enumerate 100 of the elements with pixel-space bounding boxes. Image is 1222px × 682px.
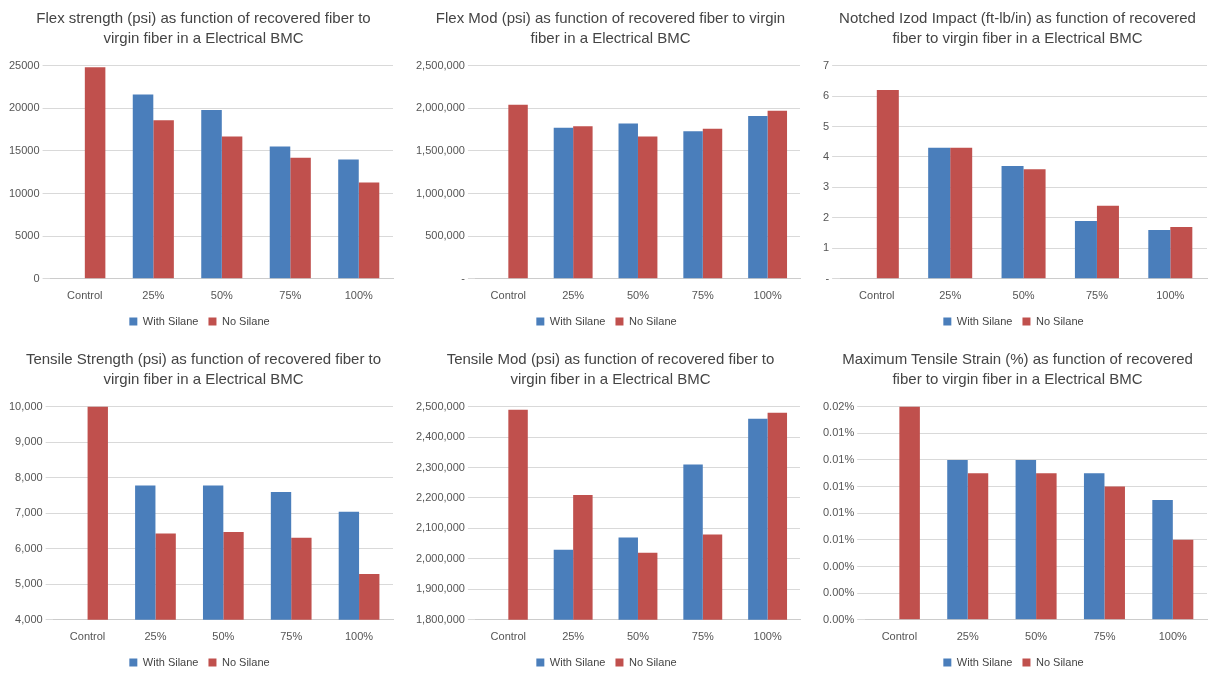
bar xyxy=(748,115,768,279)
bar xyxy=(899,406,920,620)
bar xyxy=(1148,230,1171,279)
chart-title: Flex Mod (psi) as function of recovered fiber to virgin fiber in a Electrical BMC xyxy=(434,8,787,48)
x-tick-label: 25% xyxy=(144,630,167,643)
y-tick-label: 0.01% xyxy=(822,479,855,492)
x-tick-label: 50% xyxy=(210,289,234,302)
legend-label: No Silane xyxy=(628,655,677,668)
bar xyxy=(1074,220,1097,279)
x-tick-label: 75% xyxy=(691,630,714,643)
legend-label: With Silane xyxy=(549,314,606,327)
chart-title: Flex strength (psi) as function of recovered fiber to virgin fiber in a Electrical BMC xyxy=(35,8,372,48)
bar xyxy=(950,147,973,279)
x-tick-label: 100% xyxy=(1158,630,1188,643)
y-tick-label: 2,000,000 xyxy=(416,551,465,564)
y-tick-label: 10000 xyxy=(8,186,40,199)
bar xyxy=(573,126,593,279)
y-tick-label: 20000 xyxy=(8,101,40,114)
bar xyxy=(338,159,359,279)
y-tick-label: 6,000 xyxy=(15,541,43,554)
bar xyxy=(947,459,968,620)
bar xyxy=(132,94,154,279)
y-tick-label: 4 xyxy=(822,150,830,162)
legend-label: With Silane xyxy=(142,655,199,668)
y-tick-label: 2 xyxy=(822,210,830,223)
y-tick-label: 0.01% xyxy=(822,426,855,439)
x-tick-label: 25% xyxy=(956,630,979,643)
y-tick-label: 7 xyxy=(822,58,830,71)
bar xyxy=(637,136,658,279)
bar xyxy=(618,123,638,279)
bar xyxy=(1023,169,1046,279)
y-tick-label: 3 xyxy=(822,180,830,193)
x-tick-label: 75% xyxy=(1093,630,1116,643)
x-tick-label: 50% xyxy=(212,630,235,643)
x-tick-label: Control xyxy=(490,630,527,643)
x-tick-label: Control xyxy=(859,289,895,302)
bar xyxy=(928,147,951,279)
x-tick-label: Control xyxy=(490,289,527,302)
x-tick-label: 75% xyxy=(691,289,714,302)
bar xyxy=(702,128,723,279)
x-tick-label: Control xyxy=(881,630,918,643)
bar xyxy=(508,104,528,279)
y-tick-label: 0.00% xyxy=(822,559,855,572)
x-tick-label: 50% xyxy=(1025,630,1048,643)
bar xyxy=(1172,539,1194,620)
y-tick-label: 15000 xyxy=(8,143,40,156)
y-tick-label: 6 xyxy=(822,89,830,102)
legend-label: No Silane xyxy=(1035,655,1084,668)
y-tick-label: 1,900,000 xyxy=(416,582,465,595)
x-tick-label: Control xyxy=(69,630,106,643)
y-tick-label: 2,000,000 xyxy=(416,101,465,114)
x-tick-label: 75% xyxy=(279,289,302,302)
bar xyxy=(84,67,106,279)
y-tick-label: 5000 xyxy=(15,229,40,242)
x-tick-label: 25% xyxy=(142,289,165,302)
y-tick-label: 5,000 xyxy=(15,577,43,590)
x-tick-label: 100% xyxy=(344,289,374,302)
legend-label: No Silane xyxy=(221,314,270,327)
x-tick-label: 50% xyxy=(626,289,650,302)
y-tick-label: 8,000 xyxy=(15,470,43,483)
bar xyxy=(683,131,703,279)
bar xyxy=(1152,499,1173,620)
y-tick-label: 4,000 xyxy=(15,612,43,625)
y-tick-label: 25000 xyxy=(8,58,40,71)
legend-label: No Silane xyxy=(1035,314,1084,327)
y-tick-label: 2,400,000 xyxy=(416,430,465,443)
y-tick-label: 5 xyxy=(822,119,830,132)
x-tick-label: Control xyxy=(67,289,103,302)
y-tick-label: 7,000 xyxy=(15,506,43,519)
bar xyxy=(876,89,899,279)
bar xyxy=(1096,205,1119,279)
bar xyxy=(1001,166,1024,279)
y-tick-label: 0 xyxy=(33,271,40,284)
y-tick-label: 9,000 xyxy=(15,435,43,448)
y-tick-label: 2,500,000 xyxy=(416,58,465,71)
y-tick-label: 1,800,000 xyxy=(416,612,465,625)
y-tick-label: 0.00% xyxy=(822,586,855,599)
x-tick-label: 25% xyxy=(562,289,585,302)
x-tick-label: 100% xyxy=(344,630,374,643)
bar xyxy=(1104,486,1125,620)
y-tick-label: 2,500,000 xyxy=(416,399,465,412)
legend-label: No Silane xyxy=(628,314,677,327)
y-tick-label: 2,100,000 xyxy=(416,521,465,534)
legend-label: No Silane xyxy=(221,655,270,668)
y-tick-label: 1,000,000 xyxy=(416,186,465,199)
legend-label: With Silane xyxy=(549,655,606,668)
bar xyxy=(358,182,380,279)
bar xyxy=(1015,459,1037,620)
y-tick-label: 0.02% xyxy=(822,399,855,412)
x-tick-label: 100% xyxy=(1156,289,1185,302)
bar xyxy=(221,136,243,279)
chart-title: Tensile Mod (psi) as function of recovered fiber to virgin fiber in a Electrical BMC xyxy=(445,349,776,389)
x-tick-label: 25% xyxy=(939,289,962,302)
y-tick-label: - xyxy=(461,271,466,284)
bar xyxy=(967,473,989,620)
y-tick-label: 0.01% xyxy=(822,532,855,545)
bar xyxy=(767,110,788,279)
y-tick-label: 1,500,000 xyxy=(416,143,465,156)
y-tick-label: 2,300,000 xyxy=(416,460,465,473)
bar xyxy=(1170,227,1193,279)
